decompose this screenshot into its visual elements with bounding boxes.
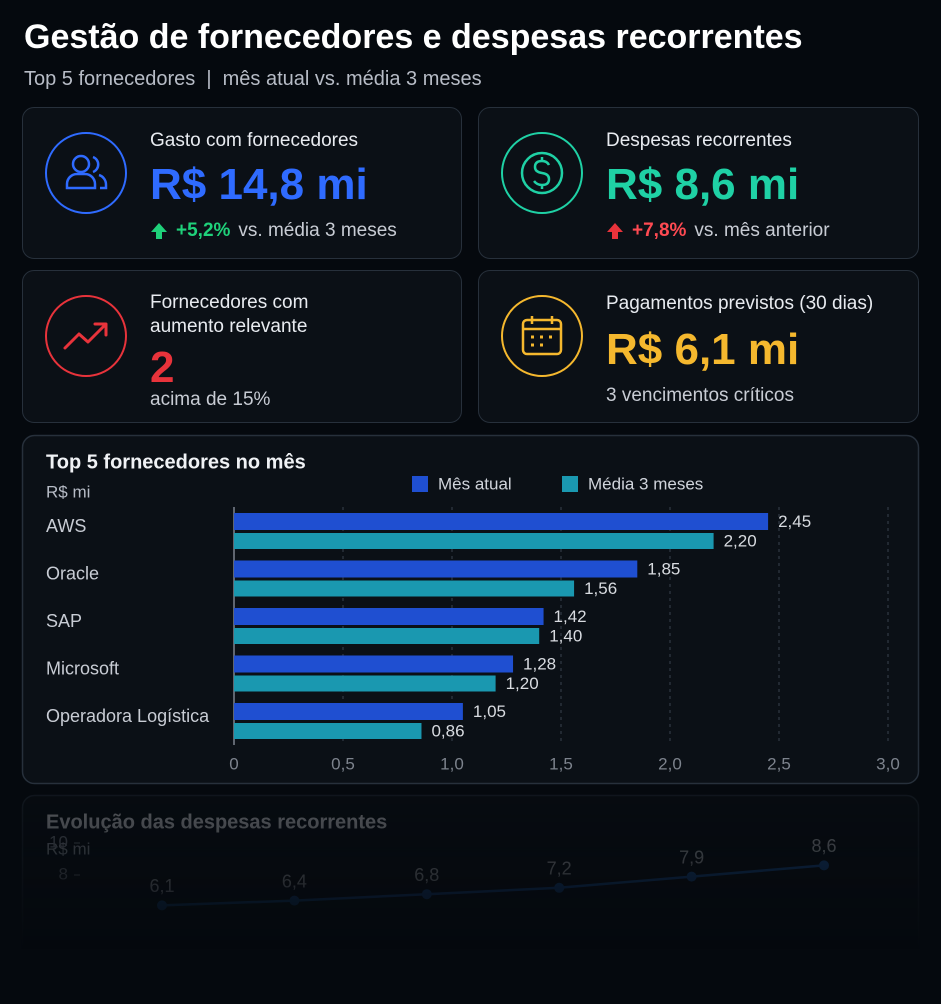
- bar: [234, 703, 463, 720]
- kpi-title: Fornecedores com aumento relevante: [150, 292, 309, 337]
- category-label: SAP: [46, 611, 82, 631]
- unit-label: R$ mi: [46, 839, 90, 858]
- x-tick-label: 2,0: [658, 754, 682, 773]
- value-label: 0,86: [431, 721, 464, 740]
- icon-calendar: [501, 295, 583, 377]
- legend-label: Média 3 meses: [588, 474, 703, 493]
- kpi-delta: +7,8%: [632, 220, 687, 241]
- bar: [234, 580, 575, 597]
- kpi-note: acima de 15%: [150, 389, 271, 410]
- value-label: 7,9: [679, 847, 704, 867]
- category-label: Oracle: [46, 563, 99, 583]
- kpi-title: Despesas recorrentes: [606, 130, 792, 151]
- kpi-delta-row: +5,2% vs. média 3 meses: [150, 220, 397, 242]
- category-label: Microsoft: [46, 658, 119, 678]
- kpi-value: R$ 8,6 mi: [606, 160, 800, 209]
- kpi-note: 3 vencimentos críticos: [606, 385, 794, 406]
- value-label: 1,40: [549, 626, 582, 645]
- legend-swatch: [412, 476, 428, 492]
- value-label: 1,20: [506, 674, 539, 693]
- chart-card: [21, 794, 920, 997]
- category-label: Operadora Logística: [46, 706, 210, 726]
- bar: [234, 513, 769, 530]
- page-subtitle: Top 5 fornecedores | mês atual vs. média…: [24, 68, 482, 90]
- value-label: 1,42: [554, 607, 587, 626]
- value-label: 6,1: [149, 876, 174, 896]
- kpi-title: Pagamentos previstos (30 dias): [606, 293, 874, 314]
- arrow-up: [607, 223, 623, 239]
- value-label: 6,4: [282, 871, 307, 891]
- value-label: 1,56: [584, 579, 617, 598]
- bar: [234, 628, 540, 644]
- kpi-card: Despesas recorrentes R$ 8,6 mi +7,8% vs.…: [478, 107, 919, 259]
- kpi-value: R$ 14,8 mi: [150, 160, 368, 209]
- kpi-delta-note: vs. média 3 meses: [238, 220, 397, 241]
- point: [157, 900, 167, 911]
- page-title: Gestão de fornecedores e despesas recorr…: [24, 18, 803, 56]
- chart-title: Evolução das despesas recorrentes: [46, 811, 387, 833]
- point: [421, 889, 432, 900]
- x-tick-label: 2,5: [767, 754, 791, 773]
- kpi-delta-note: vs. mês anterior: [694, 220, 830, 241]
- point: [554, 882, 565, 893]
- kpi-card: Pagamentos previstos (30 dias) R$ 6,1 mi…: [478, 270, 919, 423]
- value-label: 1,85: [647, 559, 680, 578]
- bar: [234, 608, 544, 625]
- value-label: 2,20: [724, 531, 757, 550]
- point: [686, 871, 697, 882]
- faded-chart: Evolução das despesas recorrentes R$ mi 8 1…: [21, 794, 920, 997]
- line: [161, 864, 825, 907]
- value-label: 1,05: [473, 702, 506, 721]
- category-label: AWS: [46, 516, 86, 536]
- x-tick-label: 1,0: [440, 754, 464, 773]
- bar: [234, 533, 714, 549]
- kpi-card: Fornecedores com aumento relevante 2 aci…: [22, 270, 462, 423]
- value-label: 7,2: [547, 859, 572, 879]
- value-label: 2,45: [778, 512, 811, 531]
- x-tick-label: 0: [229, 754, 238, 773]
- chart-title: Top 5 fornecedores no mês: [46, 451, 306, 473]
- bar: [234, 560, 638, 578]
- bar: [234, 675, 496, 692]
- kpi-value: 2: [150, 343, 175, 392]
- icon-dollar: [501, 132, 583, 214]
- x-tick-label: 1,5: [549, 754, 573, 773]
- icon-trend: [45, 295, 127, 377]
- kpi-delta-row: +7,8% vs. mês anterior: [606, 220, 830, 242]
- value-label: 8,6: [811, 836, 836, 856]
- x-tick-label: 0,5: [331, 754, 355, 773]
- kpi-delta: +5,2%: [176, 220, 231, 241]
- bar: [234, 655, 514, 673]
- point: [289, 895, 300, 906]
- kpi-value: R$ 6,1 mi: [606, 325, 800, 374]
- kpi-card: Gasto com fornecedores R$ 14,8 mi +5,2% …: [22, 107, 462, 259]
- kpi-title: Gasto com fornecedores: [150, 130, 359, 151]
- bar: [234, 723, 422, 739]
- y-tick-label: 8: [59, 864, 68, 883]
- legend-swatch: [562, 476, 578, 492]
- value-label: 6,8: [414, 865, 439, 885]
- y-tick-label: 10: [49, 832, 68, 851]
- point: [819, 860, 829, 871]
- unit-label: R$ mi: [46, 482, 90, 501]
- value-label: 1,28: [523, 654, 556, 673]
- x-tick-label: 3,0: [876, 754, 900, 773]
- icon-people: [45, 132, 127, 214]
- arrow-up: [151, 223, 167, 239]
- legend-label: Mês atual: [438, 474, 512, 493]
